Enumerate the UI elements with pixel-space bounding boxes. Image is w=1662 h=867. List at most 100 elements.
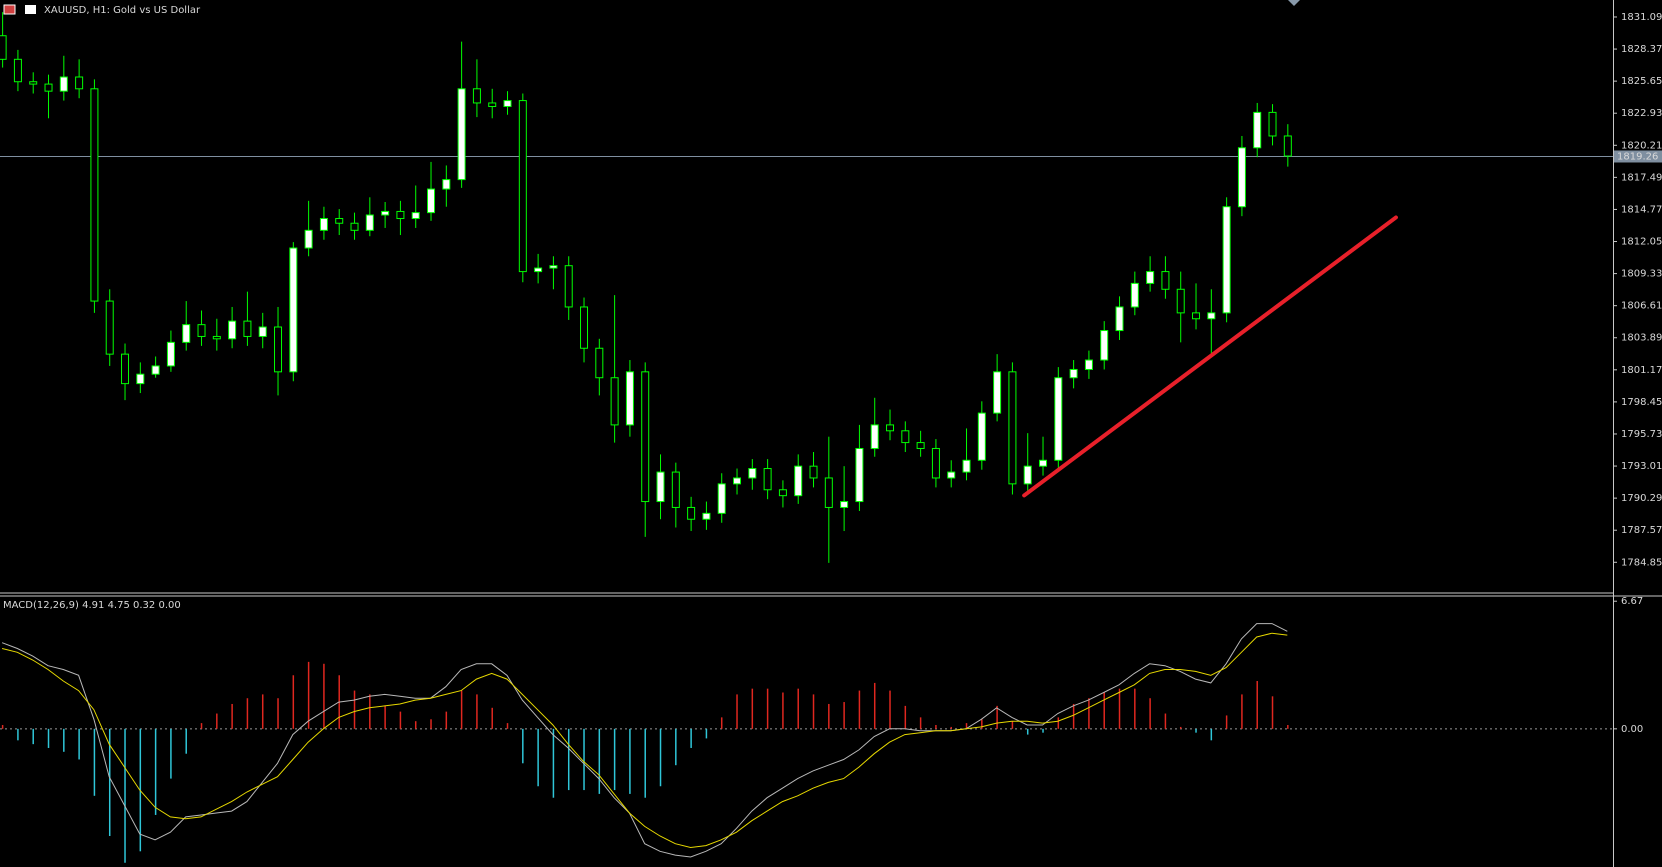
candle-body	[319, 218, 328, 231]
candle-body	[794, 465, 803, 497]
chart-title: XAUUSD, H1: Gold vs US Dollar	[44, 5, 201, 16]
y-tick-label: 1817.49	[1621, 172, 1662, 183]
candle-body	[1207, 312, 1216, 320]
candle-body	[44, 83, 53, 92]
candle-body	[901, 430, 910, 444]
y-tick-label: 1793.01	[1621, 461, 1662, 472]
candle-body	[824, 477, 833, 508]
candle-body	[748, 468, 757, 479]
candle-body	[687, 506, 696, 520]
candle-body	[580, 306, 589, 349]
candle-body	[702, 512, 711, 520]
candle-body	[411, 212, 420, 220]
indicator-title: MACD(12,26,9) 4.91 4.75 0.32 0.00	[3, 600, 181, 611]
candle-body	[778, 489, 787, 497]
candle-body	[549, 265, 558, 269]
candle-body	[656, 471, 665, 503]
y-tick-label: 1814.77	[1621, 204, 1662, 215]
candle-body	[962, 459, 971, 473]
candle-body	[855, 447, 864, 503]
current-price-label: 1819.26	[1617, 151, 1658, 162]
y-tick-label: 1825.65	[1621, 76, 1662, 87]
macd-line	[1, 623, 1288, 858]
candle-body	[258, 326, 267, 337]
candle-body	[136, 373, 145, 385]
y-tick-label: 0.00	[1621, 724, 1643, 735]
candle-body	[0, 35, 7, 60]
candle-body	[717, 483, 726, 514]
candle-body	[212, 335, 221, 340]
candle-body	[90, 88, 99, 302]
y-tick-label: 1809.33	[1621, 269, 1662, 280]
candle-body	[1054, 377, 1063, 461]
y-tick-label: 1787.57	[1621, 525, 1662, 536]
candle-body	[457, 88, 466, 181]
y-tick-label: 1790.29	[1621, 493, 1662, 504]
candle-body	[243, 320, 252, 337]
candle-body	[182, 324, 191, 343]
candle-body	[671, 471, 680, 508]
candle-body	[595, 347, 604, 379]
y-tick-label: 1820.21	[1621, 140, 1662, 151]
y-tick-label: 1803.89	[1621, 333, 1662, 344]
y-tick-label: 1806.61	[1621, 301, 1662, 312]
candle-body	[1268, 111, 1277, 137]
candle-body	[472, 88, 481, 104]
candle-body	[151, 365, 160, 375]
y-tick-label: 6.67	[1621, 596, 1643, 607]
chart-icon[interactable]	[25, 5, 36, 14]
candle-body	[381, 210, 390, 216]
y-tick-label: 1795.73	[1621, 429, 1662, 440]
candle-body	[29, 81, 38, 85]
candle-body	[993, 371, 1002, 414]
candle-body	[1069, 368, 1078, 379]
candle-body	[1176, 288, 1185, 314]
candle-body	[610, 377, 619, 426]
candle-body	[1146, 271, 1155, 284]
candle-body	[1100, 330, 1109, 361]
candle-body	[75, 76, 84, 90]
candle-body	[1222, 206, 1231, 314]
candle-body	[534, 267, 543, 273]
y-tick-label: 1801.17	[1621, 365, 1662, 376]
candle-body	[870, 424, 879, 449]
candle-body	[1283, 135, 1292, 157]
shift-marker[interactable]	[1288, 0, 1300, 6]
candle-body	[488, 102, 497, 107]
candle-body	[625, 371, 634, 426]
candle-body	[1161, 271, 1170, 290]
candle-body	[166, 341, 175, 367]
candle-body	[886, 424, 895, 432]
candle-body	[564, 265, 573, 308]
candle-body	[733, 477, 742, 485]
candle-body	[228, 320, 237, 340]
candle-body	[1039, 459, 1048, 467]
candle-body	[197, 324, 206, 337]
candle-body	[1237, 147, 1246, 208]
y-tick-label: 1798.45	[1621, 397, 1662, 408]
y-tick-label: 1784.85	[1621, 557, 1662, 568]
candle-body	[1192, 312, 1201, 320]
candle-body	[1130, 282, 1139, 308]
candle-body	[1008, 371, 1017, 485]
candle-body	[1253, 111, 1262, 149]
candle-body	[365, 214, 374, 231]
candle-body	[289, 247, 298, 373]
candle-body	[840, 501, 849, 508]
candle-body	[105, 300, 114, 355]
candle-body	[13, 58, 22, 83]
flag-icon[interactable]	[3, 4, 16, 15]
candle-body	[396, 210, 405, 220]
y-tick-label: 1812.05	[1621, 237, 1662, 248]
candle-body	[427, 188, 436, 214]
candle-body	[503, 100, 512, 107]
candle-body	[1084, 359, 1093, 370]
candle-body	[931, 447, 940, 479]
candle-body	[335, 218, 344, 224]
candle-body	[274, 326, 283, 373]
candle-body	[442, 179, 451, 190]
trendline	[1022, 215, 1398, 498]
candle-body	[763, 468, 772, 491]
